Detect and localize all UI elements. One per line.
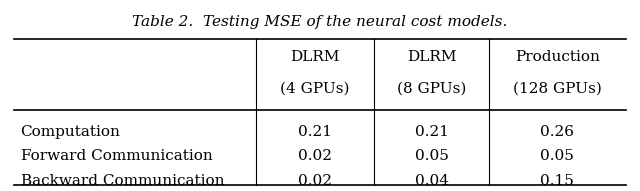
Text: 0.26: 0.26 [540, 125, 574, 139]
Text: 0.05: 0.05 [540, 149, 574, 163]
Text: 0.21: 0.21 [415, 125, 449, 139]
Text: 0.15: 0.15 [540, 174, 574, 188]
Text: 0.02: 0.02 [298, 174, 332, 188]
Text: Forward Communication: Forward Communication [20, 149, 212, 163]
Text: 0.02: 0.02 [298, 149, 332, 163]
Text: 0.21: 0.21 [298, 125, 332, 139]
Text: DLRM: DLRM [407, 50, 456, 64]
Text: 0.04: 0.04 [415, 174, 449, 188]
Text: Backward Communication: Backward Communication [20, 174, 224, 188]
Text: (128 GPUs): (128 GPUs) [513, 82, 602, 96]
Text: Computation: Computation [20, 125, 120, 139]
Text: (8 GPUs): (8 GPUs) [397, 82, 466, 96]
Text: DLRM: DLRM [291, 50, 340, 64]
Text: Table 2.  Testing MSE of the neural cost models.: Table 2. Testing MSE of the neural cost … [132, 15, 508, 28]
Text: (4 GPUs): (4 GPUs) [280, 82, 350, 96]
Text: 0.05: 0.05 [415, 149, 449, 163]
Text: Production: Production [515, 50, 600, 64]
